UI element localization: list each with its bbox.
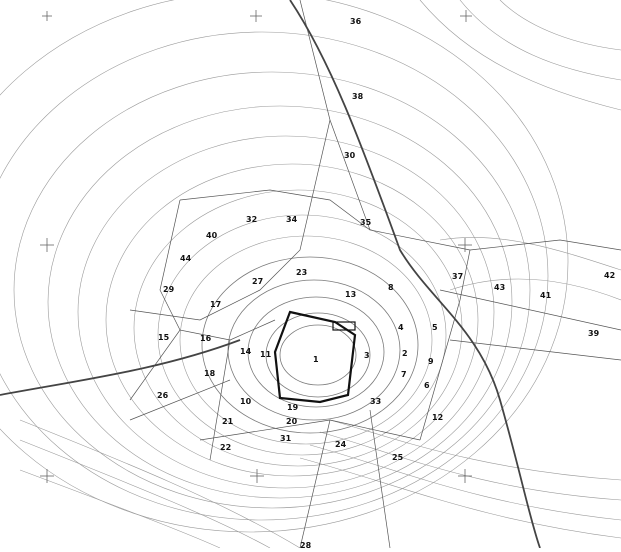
parcel-label-25: 25 bbox=[392, 453, 404, 462]
parcel-label-6: 6 bbox=[424, 381, 430, 390]
parcel-label-38: 38 bbox=[352, 92, 364, 101]
parcel-label-27: 27 bbox=[252, 277, 263, 286]
parcel-label-43: 43 bbox=[494, 283, 505, 292]
parcel-label-37: 37 bbox=[452, 272, 463, 281]
parcel-label-33: 33 bbox=[370, 397, 381, 406]
parcel-label-32: 32 bbox=[246, 215, 257, 224]
parcel-label-20: 20 bbox=[286, 417, 298, 426]
parcel-label-34: 34 bbox=[286, 215, 298, 224]
parcel-label-12: 12 bbox=[432, 413, 443, 422]
parcel-label-4: 4 bbox=[398, 323, 404, 332]
parcel-label-18: 18 bbox=[204, 369, 216, 378]
parcel-label-40: 40 bbox=[206, 231, 218, 240]
parcel-label-1: 1 bbox=[313, 355, 319, 364]
parcel-label-26: 26 bbox=[157, 391, 169, 400]
parcel-label-13: 13 bbox=[345, 290, 356, 299]
parcel-boundaries bbox=[129, 0, 621, 549]
parcel-label-8: 8 bbox=[388, 283, 394, 292]
summit-outline bbox=[273, 310, 357, 404]
summit-structure bbox=[332, 321, 356, 331]
parcel-label-24: 24 bbox=[335, 440, 347, 449]
parcel-label-36: 36 bbox=[350, 17, 362, 26]
parcel-label-10: 10 bbox=[240, 397, 252, 406]
grid-crosses bbox=[40, 10, 472, 483]
parcel-label-28: 28 bbox=[300, 541, 312, 548]
parcel-label-2: 2 bbox=[402, 349, 408, 358]
parcel-label-42: 42 bbox=[604, 271, 615, 280]
parcel-label-29: 29 bbox=[163, 285, 175, 294]
roads bbox=[0, 0, 541, 549]
parcel-label-16: 16 bbox=[200, 334, 212, 343]
parcel-label-35: 35 bbox=[360, 218, 372, 227]
parcel-label-31: 31 bbox=[280, 434, 292, 443]
parcel-label-15: 15 bbox=[158, 333, 170, 342]
parcel-label-17: 17 bbox=[210, 300, 221, 309]
parcel-label-9: 9 bbox=[428, 357, 434, 366]
parcel-label-41: 41 bbox=[540, 291, 552, 300]
parcel-label-19: 19 bbox=[287, 403, 299, 412]
parcel-label-3: 3 bbox=[364, 351, 370, 360]
parcel-label-30: 30 bbox=[344, 151, 356, 160]
parcel-label-11: 11 bbox=[260, 350, 272, 359]
parcel-label-39: 39 bbox=[588, 329, 600, 338]
parcel-label-21: 21 bbox=[222, 417, 234, 426]
parcel-labels: 1 2 3 4 5 6 7 8 9 10 11 12 13 14 15 16 1… bbox=[157, 17, 615, 550]
parcel-label-5: 5 bbox=[432, 323, 438, 332]
parcel-label-7: 7 bbox=[401, 370, 407, 379]
parcel-label-23: 23 bbox=[296, 268, 307, 277]
parcel-label-14: 14 bbox=[240, 347, 252, 356]
parcel-label-22: 22 bbox=[220, 443, 231, 452]
parcel-label-44: 44 bbox=[180, 254, 192, 263]
